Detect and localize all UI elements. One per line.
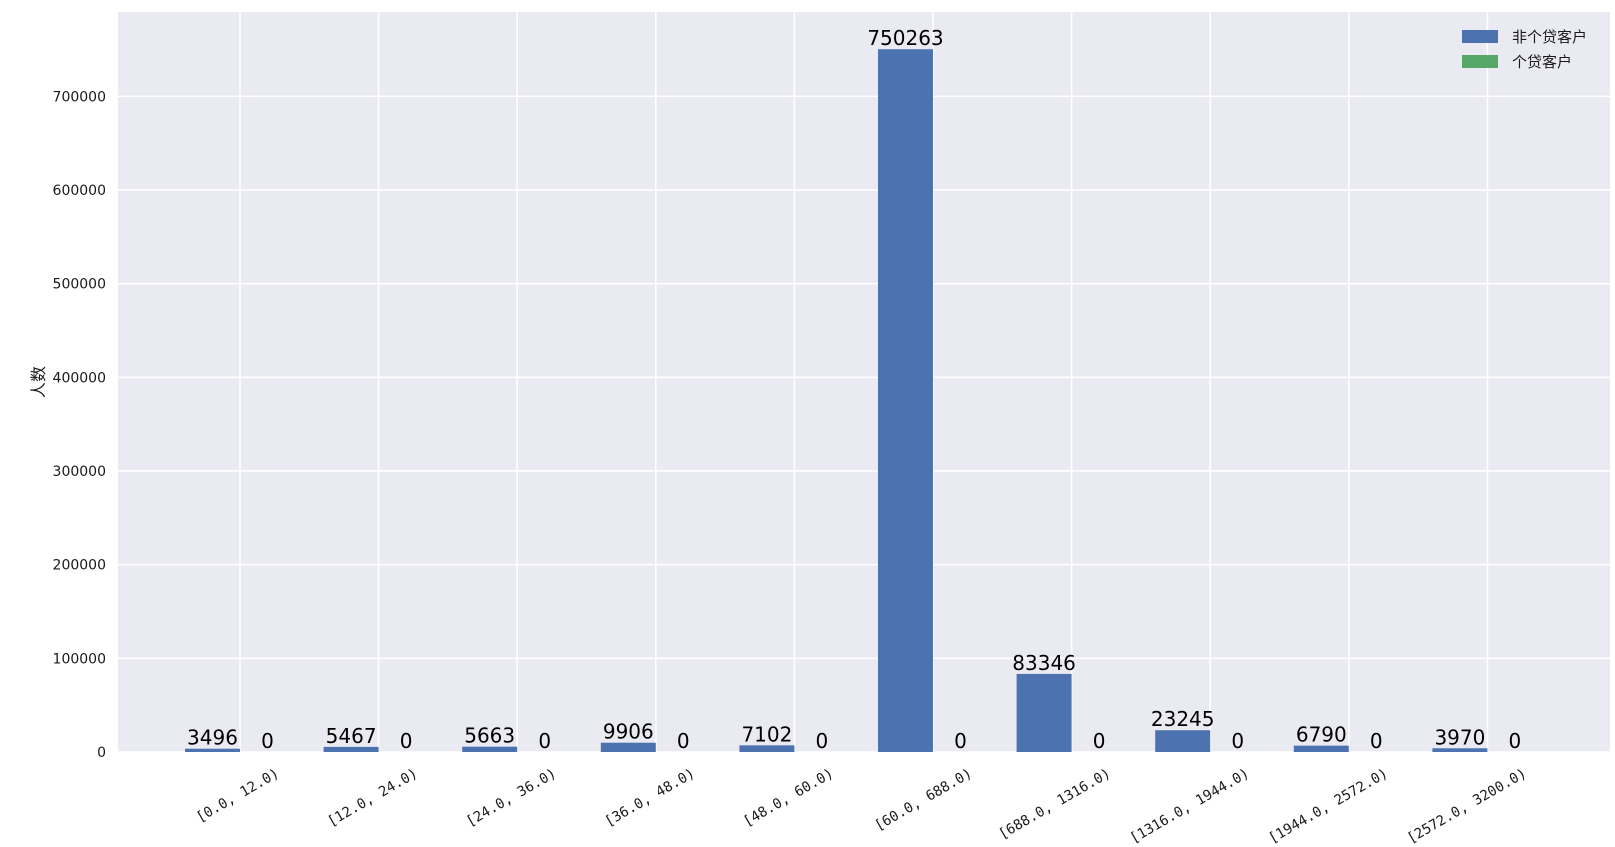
bar-non-loan: [323, 746, 379, 752]
data-label: 3496: [187, 726, 238, 750]
data-label: 9906: [603, 720, 654, 744]
data-label: 0: [538, 729, 551, 753]
legend-swatch: [1462, 30, 1498, 43]
y-tick-label: 700000: [53, 89, 106, 105]
y-tick-label: 0: [97, 745, 106, 761]
bars-group: [185, 49, 1488, 753]
data-label: 5663: [464, 724, 515, 748]
bar-non-loan: [185, 748, 240, 752]
data-label: 6790: [1296, 723, 1347, 747]
x-tick-label: [12.0, 24.0): [325, 766, 421, 830]
x-tick-label: [36.0, 48.0): [602, 766, 698, 830]
bar-non-loan: [1432, 748, 1488, 752]
data-label: 0: [1231, 729, 1244, 753]
data-label: 7102: [741, 722, 792, 746]
data-label: 0: [954, 729, 967, 753]
x-tick-label: [1316.0, 1944.0): [1127, 766, 1252, 847]
data-label: 83346: [1012, 651, 1076, 675]
x-tick-label: [0.0, 12.0): [194, 766, 282, 826]
bar-non-loan: [462, 746, 518, 752]
y-tick-label: 100000: [53, 651, 106, 667]
legend-label: 非个贷客户: [1512, 28, 1587, 46]
y-axis-ticks: 0 100000 200000 300000 400000 500000 600000 700…: [53, 89, 106, 761]
x-tick-label: [2572.0, 3200.0): [1405, 766, 1530, 847]
x-tick-label: [60.0, 688.0): [872, 766, 975, 835]
bar-non-loan: [739, 745, 795, 752]
data-label: 750263: [867, 26, 943, 50]
bar-non-loan: [1016, 673, 1072, 752]
data-label: 3970: [1434, 725, 1485, 749]
y-tick-label: 300000: [53, 464, 106, 480]
legend-swatch: [1462, 55, 1498, 68]
data-label: 0: [677, 729, 690, 753]
x-axis-ticks: [0.0, 12.0) [12.0, 24.0) [24.0, 36.0) [36.0…: [194, 766, 1530, 847]
data-label: 5467: [326, 724, 377, 748]
bar-non-loan: [1293, 745, 1349, 752]
legend-label: 个贷客户: [1512, 53, 1572, 71]
data-label: 0: [1093, 729, 1106, 753]
data-label: 23245: [1151, 707, 1215, 731]
data-label: 0: [1509, 729, 1522, 753]
y-tick-label: 400000: [53, 370, 106, 386]
y-axis-label: 人数: [29, 366, 48, 398]
data-label: 0: [261, 729, 274, 753]
x-tick-label: [688.0, 1316.0): [996, 766, 1113, 843]
y-tick-label: 600000: [53, 183, 106, 199]
data-label: 0: [1370, 729, 1383, 753]
bar-non-loan: [600, 742, 656, 752]
data-label: 0: [400, 729, 413, 753]
plot-area: [118, 12, 1610, 752]
data-label: 0: [816, 729, 829, 753]
bar-non-loan: [878, 49, 933, 753]
y-tick-label: 500000: [53, 277, 106, 293]
x-tick-label: [48.0, 60.0): [741, 766, 837, 830]
x-tick-label: [24.0, 36.0): [464, 766, 560, 830]
bar-non-loan: [1155, 730, 1211, 752]
data-labels-group: 3496 5467 5663 9906 7102 750263 83346 23245 6790…: [187, 26, 1521, 753]
y-tick-label: 200000: [53, 558, 106, 574]
x-tick-label: [1944.0, 2572.0): [1266, 766, 1391, 847]
